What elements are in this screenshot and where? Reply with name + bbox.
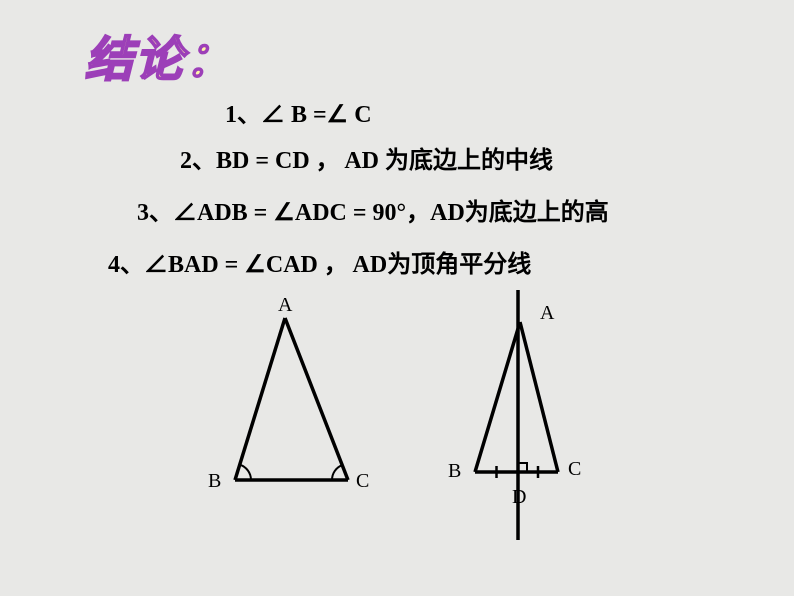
triangle-right <box>0 0 794 596</box>
vertex-label: A <box>540 302 554 325</box>
vertex-label: A <box>278 294 292 317</box>
vertex-label: C <box>568 458 581 481</box>
vertex-label: B <box>208 470 221 493</box>
vertex-label: B <box>448 460 461 483</box>
vertex-label: D <box>512 486 526 509</box>
vertex-label: C <box>356 470 369 493</box>
